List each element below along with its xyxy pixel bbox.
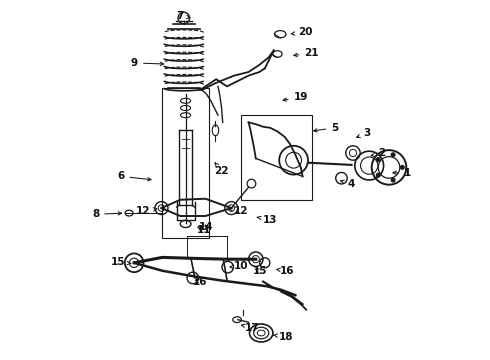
Text: 7: 7 bbox=[176, 11, 190, 21]
Text: 5: 5 bbox=[314, 123, 339, 133]
Text: 14: 14 bbox=[199, 222, 214, 232]
Text: 20: 20 bbox=[292, 27, 313, 37]
Text: 4: 4 bbox=[341, 179, 355, 189]
Text: 21: 21 bbox=[294, 48, 319, 58]
Text: 18: 18 bbox=[273, 332, 294, 342]
Circle shape bbox=[392, 178, 395, 182]
Text: 15: 15 bbox=[111, 257, 131, 267]
Text: 19: 19 bbox=[283, 92, 308, 102]
Circle shape bbox=[376, 158, 380, 161]
Text: 1: 1 bbox=[393, 168, 411, 178]
Text: 10: 10 bbox=[230, 261, 248, 271]
Text: 16: 16 bbox=[277, 266, 294, 276]
Text: 11: 11 bbox=[196, 225, 211, 235]
Circle shape bbox=[376, 174, 380, 177]
Circle shape bbox=[392, 153, 395, 157]
Text: 12: 12 bbox=[136, 206, 157, 216]
Bar bbox=[162, 88, 209, 238]
Text: 3: 3 bbox=[357, 128, 371, 138]
Text: 17: 17 bbox=[242, 323, 260, 333]
Text: 9: 9 bbox=[131, 58, 164, 68]
Text: 12: 12 bbox=[228, 206, 248, 216]
Text: 13: 13 bbox=[257, 215, 277, 225]
Text: 16: 16 bbox=[193, 276, 207, 287]
Circle shape bbox=[400, 166, 404, 169]
Text: 22: 22 bbox=[214, 163, 229, 176]
Text: 6: 6 bbox=[117, 171, 151, 181]
Text: 8: 8 bbox=[92, 209, 122, 219]
Text: 15: 15 bbox=[253, 266, 268, 276]
Bar bbox=[242, 115, 312, 200]
Text: 2: 2 bbox=[371, 148, 386, 158]
